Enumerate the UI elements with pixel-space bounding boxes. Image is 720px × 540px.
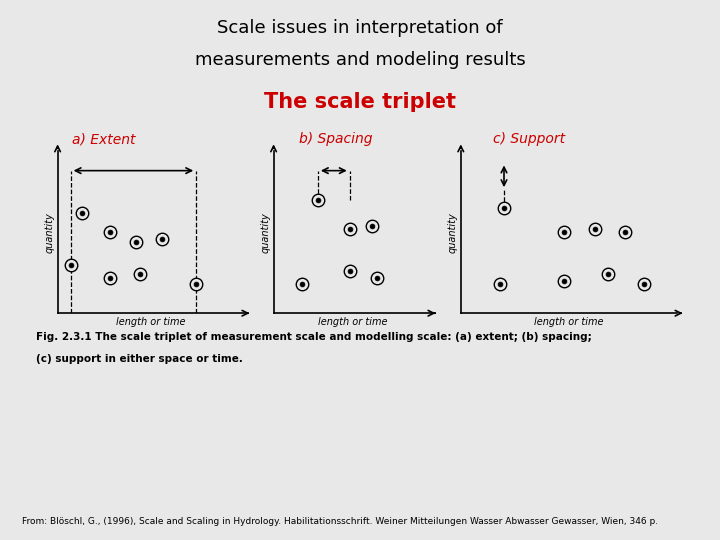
Y-axis label: quantity: quantity [261, 212, 271, 253]
Text: c) Support: c) Support [493, 132, 565, 146]
Text: Scale issues in interpretation of: Scale issues in interpretation of [217, 19, 503, 37]
Y-axis label: quantity: quantity [45, 212, 55, 253]
Text: b) Spacing: b) Spacing [299, 132, 372, 146]
X-axis label: length or time: length or time [318, 318, 387, 327]
Text: The scale triplet: The scale triplet [264, 92, 456, 112]
Text: Fig. 2.3.1 The scale triplet of measurement scale and modelling scale: (a) exten: Fig. 2.3.1 The scale triplet of measurem… [36, 332, 592, 342]
Text: measurements and modeling results: measurements and modeling results [194, 51, 526, 69]
Text: a) Extent: a) Extent [72, 132, 135, 146]
X-axis label: length or time: length or time [534, 318, 603, 327]
Text: (c) support in either space or time.: (c) support in either space or time. [36, 354, 243, 364]
X-axis label: length or time: length or time [117, 318, 186, 327]
Text: From: Blöschl, G., (1996), Scale and Scaling in Hydrology. Habilitationsschrift.: From: Blöschl, G., (1996), Scale and Sca… [22, 517, 658, 526]
Y-axis label: quantity: quantity [448, 212, 458, 253]
